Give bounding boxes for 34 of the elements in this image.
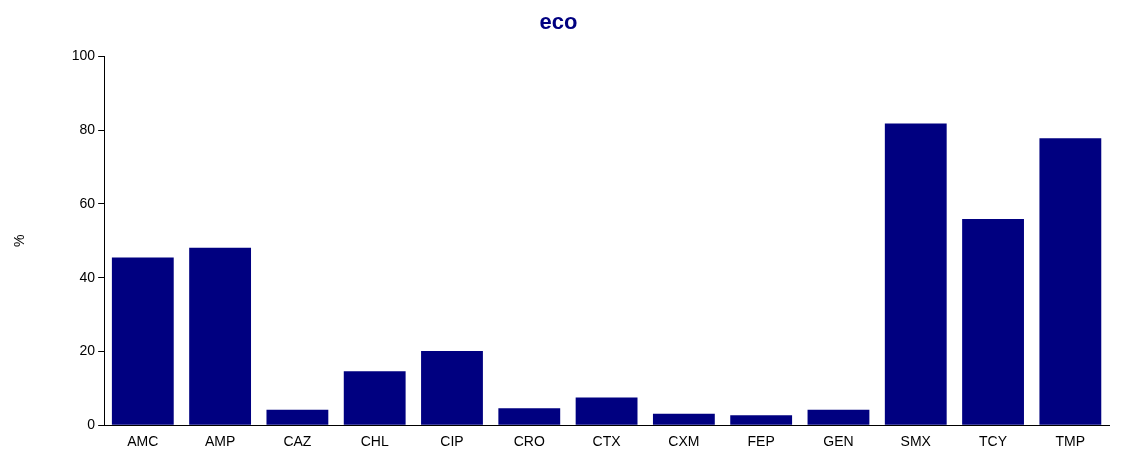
- x-tick-label: CAZ: [283, 433, 312, 450]
- y-tick-label: 0: [87, 416, 96, 433]
- bar: [266, 409, 329, 425]
- x-tick-label: AMC: [127, 433, 159, 450]
- x-tick-label: SMX: [900, 433, 932, 450]
- bar: [575, 397, 638, 425]
- y-axis-title: %: [11, 234, 28, 248]
- chart-title: eco: [539, 9, 578, 35]
- bar: [652, 413, 715, 425]
- bar: [498, 408, 561, 425]
- y-tick-label: 80: [79, 121, 96, 138]
- x-tick-label: CIP: [440, 433, 464, 450]
- y-tick-label: 60: [79, 194, 96, 211]
- x-tick-label: GEN: [823, 433, 854, 450]
- y-tick-label: 20: [79, 342, 96, 359]
- bar: [189, 247, 252, 425]
- bar: [343, 371, 406, 425]
- bar: [884, 123, 947, 425]
- bar: [962, 219, 1024, 425]
- x-tick-label: AMP: [204, 433, 236, 450]
- y-tick-label: 40: [79, 268, 96, 285]
- bar: [421, 351, 483, 425]
- x-tick-label: CRO: [513, 433, 545, 450]
- bar: [111, 257, 174, 425]
- x-tick-label: CTX: [592, 433, 622, 450]
- x-tick-label: TCY: [979, 433, 1008, 450]
- bar: [730, 415, 793, 425]
- x-tick-label: CHL: [360, 433, 389, 450]
- x-tick-label: CXM: [668, 433, 700, 450]
- bar: [807, 409, 870, 425]
- bar: [1039, 138, 1102, 425]
- x-tick-label: FEP: [747, 433, 775, 450]
- y-tick-label: 100: [71, 47, 96, 64]
- x-tick-label: TMP: [1055, 433, 1086, 450]
